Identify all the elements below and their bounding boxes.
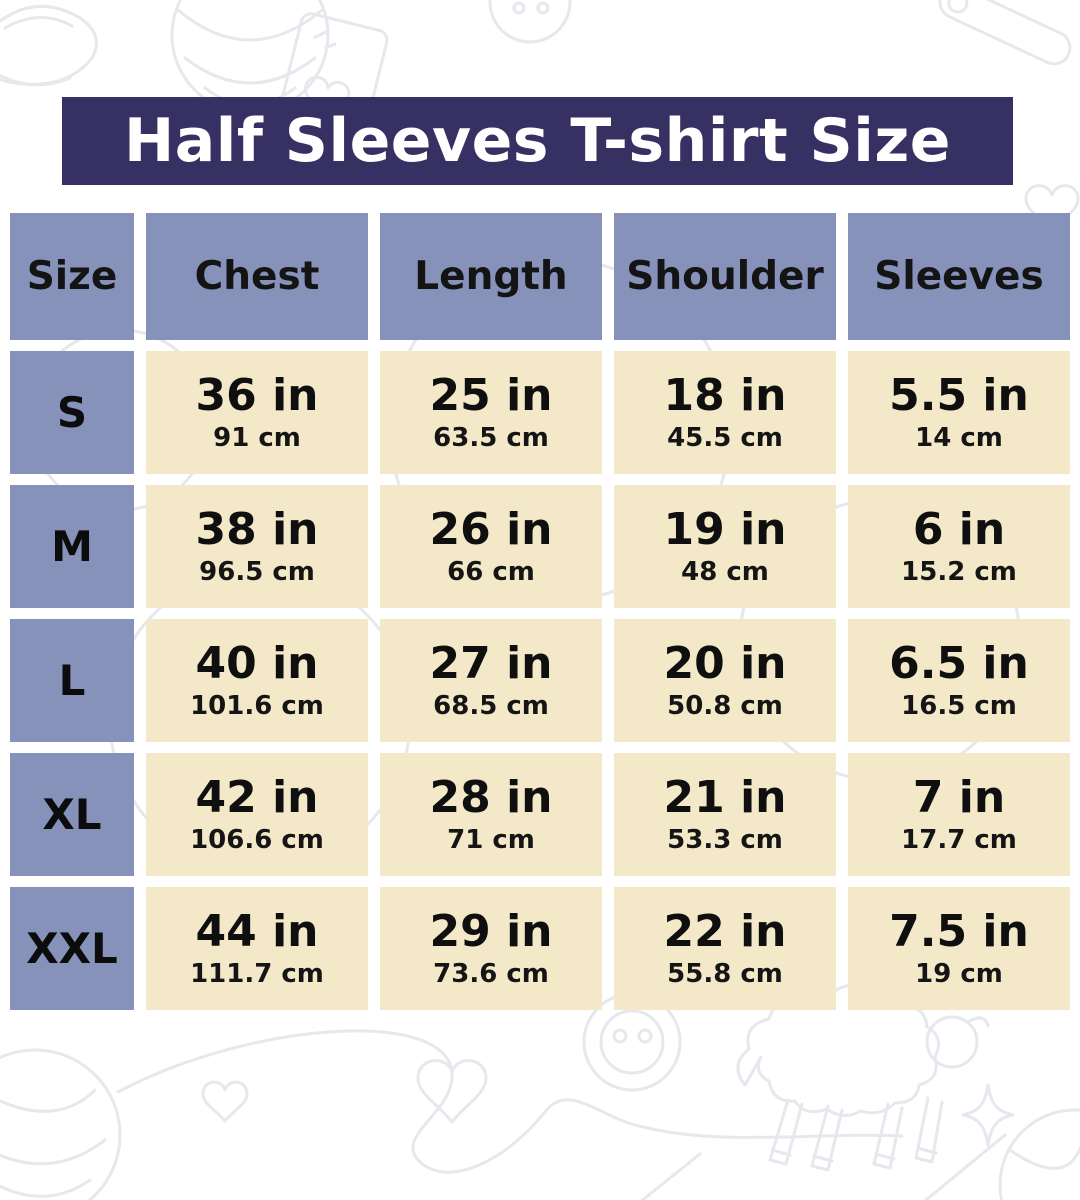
cell-l-chest: 40 in 101.6 cm [146,619,368,742]
value-inches: 25 in [429,369,553,421]
value-inches: 7.5 in [889,905,1029,957]
cell-xl-sleeves: 7 in 17.7 cm [848,753,1070,876]
sparkle-icon [961,1083,1015,1147]
value-inches: 18 in [663,369,787,421]
column-header-chest: Chest [146,213,368,340]
value-inches: 22 in [663,905,787,957]
value-cm: 48 cm [681,557,769,588]
value-cm: 19 cm [915,959,1003,990]
heart-icon [416,1059,488,1124]
value-inches: 27 in [429,637,553,689]
yarn-ball-icon [998,1108,1080,1200]
value-cm: 91 cm [213,423,301,454]
value-inches: 5.5 in [889,369,1029,421]
cell-m-shoulder: 19 in 48 cm [614,485,836,608]
value-cm: 71 cm [447,825,535,856]
cell-xxl-length: 29 in 73.6 cm [380,887,602,1010]
size-label-m: M [10,485,134,608]
cell-l-sleeves: 6.5 in 16.5 cm [848,619,1070,742]
value-inches: 44 in [195,905,319,957]
page-title: Half Sleeves T-shirt Size [124,106,951,176]
value-inches: 20 in [663,637,787,689]
value-cm: 53.3 cm [667,825,783,856]
value-cm: 63.5 cm [433,423,549,454]
cell-m-chest: 38 in 96.5 cm [146,485,368,608]
value-inches: 6.5 in [889,637,1029,689]
size-label-xxl: XXL [10,887,134,1010]
value-inches: 26 in [429,503,553,555]
needle-icon [923,1133,1007,1200]
value-cm: 50.8 cm [667,691,783,722]
value-cm: 96.5 cm [199,557,315,588]
cell-xxl-shoulder: 22 in 55.8 cm [614,887,836,1010]
cell-xl-shoulder: 21 in 53.3 cm [614,753,836,876]
cell-s-sleeves: 5.5 in 14 cm [848,351,1070,474]
column-header-sleeves: Sleeves [848,213,1070,340]
yarn-ball-icon [0,1048,122,1200]
value-inches: 7 in [912,771,1006,823]
size-label-l: L [10,619,134,742]
column-header-shoulder: Shoulder [614,213,836,340]
value-cm: 14 cm [915,423,1003,454]
cell-xl-length: 28 in 71 cm [380,753,602,876]
sheep-icon [736,984,990,1172]
value-cm: 111.7 cm [190,959,324,990]
value-cm: 15.2 cm [901,557,1017,588]
value-inches: 42 in [195,771,319,823]
value-inches: 40 in [195,637,319,689]
size-table: Size Chest Length Shoulder Sleeves S 36 … [10,213,1070,1010]
cell-m-length: 26 in 66 cm [380,485,602,608]
cell-xl-chest: 42 in 106.6 cm [146,753,368,876]
value-cm: 73.6 cm [433,959,549,990]
cell-l-length: 27 in 68.5 cm [380,619,602,742]
value-inches: 28 in [429,771,553,823]
value-cm: 106.6 cm [190,825,324,856]
value-inches: 6 in [912,503,1006,555]
cell-s-length: 25 in 63.5 cm [380,351,602,474]
column-header-size: Size [10,213,134,340]
value-inches: 38 in [195,503,319,555]
column-header-length: Length [380,213,602,340]
size-label-s: S [10,351,134,474]
value-cm: 17.7 cm [901,825,1017,856]
value-cm: 16.5 cm [901,691,1017,722]
size-label-xl: XL [10,753,134,876]
value-cm: 55.8 cm [667,959,783,990]
heart-icon [201,1080,249,1123]
value-inches: 21 in [663,771,787,823]
cell-xxl-chest: 44 in 111.7 cm [146,887,368,1010]
yarn-skein-icon [0,4,98,86]
safety-pin-icon [938,0,1072,66]
value-inches: 36 in [195,369,319,421]
cell-s-chest: 36 in 91 cm [146,351,368,474]
value-cm: 45.5 cm [667,423,783,454]
thread-line [116,1029,904,1174]
cell-l-shoulder: 20 in 50.8 cm [614,619,836,742]
value-cm: 66 cm [447,557,535,588]
value-inches: 29 in [429,905,553,957]
cell-s-shoulder: 18 in 45.5 cm [614,351,836,474]
button-icon [488,0,572,44]
value-cm: 101.6 cm [190,691,324,722]
cell-m-sleeves: 6 in 15.2 cm [848,485,1070,608]
value-cm: 68.5 cm [433,691,549,722]
title-banner: Half Sleeves T-shirt Size [62,97,1013,185]
cell-xxl-sleeves: 7.5 in 19 cm [848,887,1070,1010]
value-inches: 19 in [663,503,787,555]
